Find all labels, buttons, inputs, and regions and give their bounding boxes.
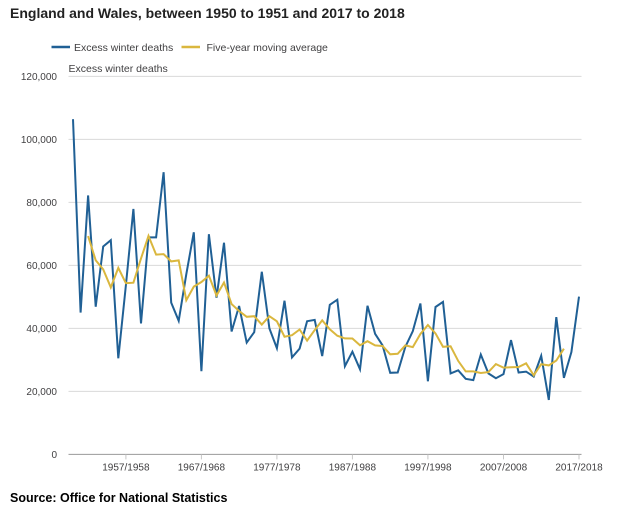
svg-text:1957/1958: 1957/1958 xyxy=(102,462,150,473)
svg-text:80,000: 80,000 xyxy=(26,198,57,209)
svg-text:1967/1968: 1967/1968 xyxy=(178,462,226,473)
svg-text:1987/1988: 1987/1988 xyxy=(329,462,377,473)
svg-text:Excess winter deaths: Excess winter deaths xyxy=(69,63,168,75)
svg-text:1997/1998: 1997/1998 xyxy=(404,462,452,473)
svg-text:1977/1978: 1977/1978 xyxy=(253,462,301,473)
svg-text:100,000: 100,000 xyxy=(21,135,58,146)
svg-text:120,000: 120,000 xyxy=(21,72,58,83)
svg-text:Five-year moving average: Five-year moving average xyxy=(207,42,329,54)
svg-text:60,000: 60,000 xyxy=(26,261,57,272)
svg-text:2007/2008: 2007/2008 xyxy=(480,462,528,473)
svg-text:40,000: 40,000 xyxy=(26,324,57,335)
svg-text:Excess winter deaths: Excess winter deaths xyxy=(74,42,173,54)
svg-text:0: 0 xyxy=(51,450,57,461)
svg-text:2017/2018: 2017/2018 xyxy=(555,462,603,473)
svg-text:20,000: 20,000 xyxy=(26,387,57,398)
